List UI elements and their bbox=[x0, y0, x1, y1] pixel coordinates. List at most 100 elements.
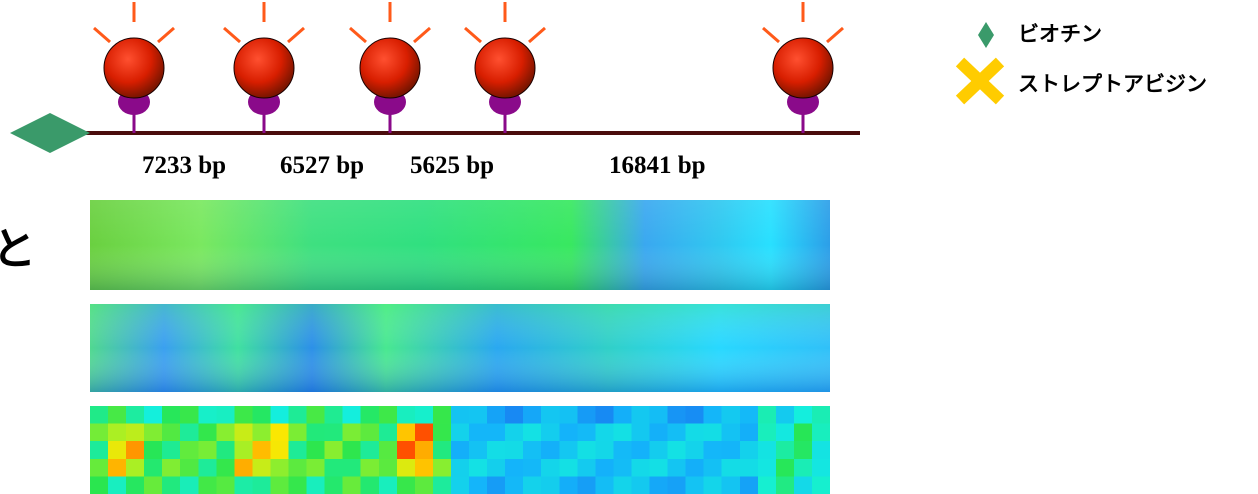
heat-cell bbox=[396, 476, 416, 494]
heat-cell bbox=[162, 423, 181, 442]
heat-cell bbox=[450, 458, 470, 477]
heat-cell bbox=[469, 406, 488, 425]
heat-cell bbox=[667, 458, 687, 477]
heat-cell bbox=[811, 423, 830, 442]
heat-cell bbox=[288, 441, 308, 460]
heat-cell bbox=[811, 458, 830, 477]
heat-cell bbox=[595, 458, 615, 477]
streptavidin-legend-icon bbox=[955, 57, 1005, 105]
heat-cell bbox=[342, 441, 362, 460]
heat-cell bbox=[162, 476, 181, 494]
heat-cell bbox=[234, 458, 254, 477]
heat-cell bbox=[613, 458, 633, 477]
heat-cell bbox=[667, 476, 687, 494]
heat-cell bbox=[180, 458, 199, 477]
heat-cell bbox=[180, 476, 199, 494]
heat-cell bbox=[793, 406, 813, 425]
heat-cell bbox=[721, 406, 741, 425]
heat-cell bbox=[324, 441, 344, 460]
heat-cell bbox=[469, 441, 488, 460]
heat-cell bbox=[108, 423, 127, 442]
heat-cell bbox=[360, 423, 380, 442]
heat-cell bbox=[108, 458, 127, 477]
bead-ray bbox=[157, 26, 175, 44]
heat-cell bbox=[757, 406, 777, 425]
heat-cell bbox=[252, 476, 272, 494]
heat-cell bbox=[667, 423, 687, 442]
heat-cell bbox=[414, 458, 434, 477]
biotin-legend-label: ビオチン bbox=[1018, 22, 1102, 46]
heat-cell bbox=[703, 476, 723, 494]
heat-cell bbox=[505, 476, 524, 494]
heat-cell bbox=[739, 458, 759, 477]
heat-cell bbox=[541, 441, 560, 460]
heat-cell bbox=[180, 423, 199, 442]
bead-3 bbox=[349, 2, 431, 133]
heat-cell bbox=[252, 406, 272, 425]
heat-cell bbox=[306, 441, 326, 460]
heat-cell bbox=[811, 441, 830, 460]
biotin-legend-icon bbox=[978, 22, 994, 48]
heat-cell bbox=[721, 423, 741, 442]
heat-cell bbox=[631, 476, 651, 494]
heat-cell bbox=[739, 423, 759, 442]
heat-cell bbox=[577, 406, 596, 425]
heat-cell bbox=[324, 423, 344, 442]
heat-cell bbox=[378, 476, 398, 494]
heat-cell bbox=[396, 441, 416, 460]
heat-cell bbox=[559, 423, 578, 442]
heat-cell bbox=[811, 406, 830, 425]
heat-cell bbox=[360, 458, 380, 477]
heat-cell bbox=[90, 458, 109, 477]
heat-cell bbox=[505, 458, 524, 477]
heat-cell bbox=[324, 476, 344, 494]
heat-cell bbox=[487, 406, 506, 425]
bead-ray bbox=[464, 26, 482, 44]
heat-cell bbox=[90, 441, 109, 460]
heat-cell bbox=[378, 441, 398, 460]
heat-cell bbox=[162, 441, 181, 460]
heat-cell bbox=[270, 441, 290, 460]
heat-cell bbox=[775, 441, 795, 460]
bead-ray bbox=[287, 26, 305, 44]
heat-cell bbox=[487, 476, 506, 494]
heat-cell bbox=[126, 458, 145, 477]
heat-cell bbox=[126, 423, 145, 442]
bead-ray bbox=[413, 26, 431, 44]
heat-cell bbox=[144, 458, 163, 477]
heat-cell bbox=[793, 476, 813, 494]
heat-cell bbox=[342, 476, 362, 494]
heat-cell bbox=[216, 423, 235, 442]
heat-cell bbox=[739, 406, 759, 425]
bead-ray bbox=[528, 26, 546, 44]
heat-cell bbox=[306, 406, 326, 425]
heat-cell bbox=[595, 406, 615, 425]
heat-cell bbox=[324, 406, 344, 425]
heat-cell bbox=[649, 423, 669, 442]
heat-cell bbox=[505, 423, 524, 442]
heat-cell bbox=[144, 406, 163, 425]
biotin-anchor-diamond bbox=[10, 113, 90, 153]
heat-cell bbox=[757, 423, 777, 442]
heat-cell bbox=[180, 441, 199, 460]
heat-cell bbox=[469, 458, 488, 477]
heat-cell bbox=[577, 423, 596, 442]
heat-cell bbox=[793, 441, 813, 460]
heat-cell bbox=[577, 441, 596, 460]
heat-cell bbox=[90, 406, 109, 425]
heat-cell bbox=[288, 458, 308, 477]
heat-cell bbox=[252, 458, 272, 477]
image-strip-pixelated-3 bbox=[90, 406, 830, 494]
heat-cell bbox=[450, 423, 470, 442]
heat-cell bbox=[595, 423, 615, 442]
heat-cell bbox=[90, 476, 109, 494]
heat-cell bbox=[216, 458, 235, 477]
heat-cell bbox=[378, 423, 398, 442]
heat-cell bbox=[432, 423, 452, 442]
heat-cell bbox=[739, 476, 759, 494]
heat-cell bbox=[649, 458, 669, 477]
heat-cell bbox=[469, 423, 488, 442]
heat-cell bbox=[487, 441, 506, 460]
heat-cell bbox=[306, 458, 326, 477]
heat-cell bbox=[360, 406, 380, 425]
